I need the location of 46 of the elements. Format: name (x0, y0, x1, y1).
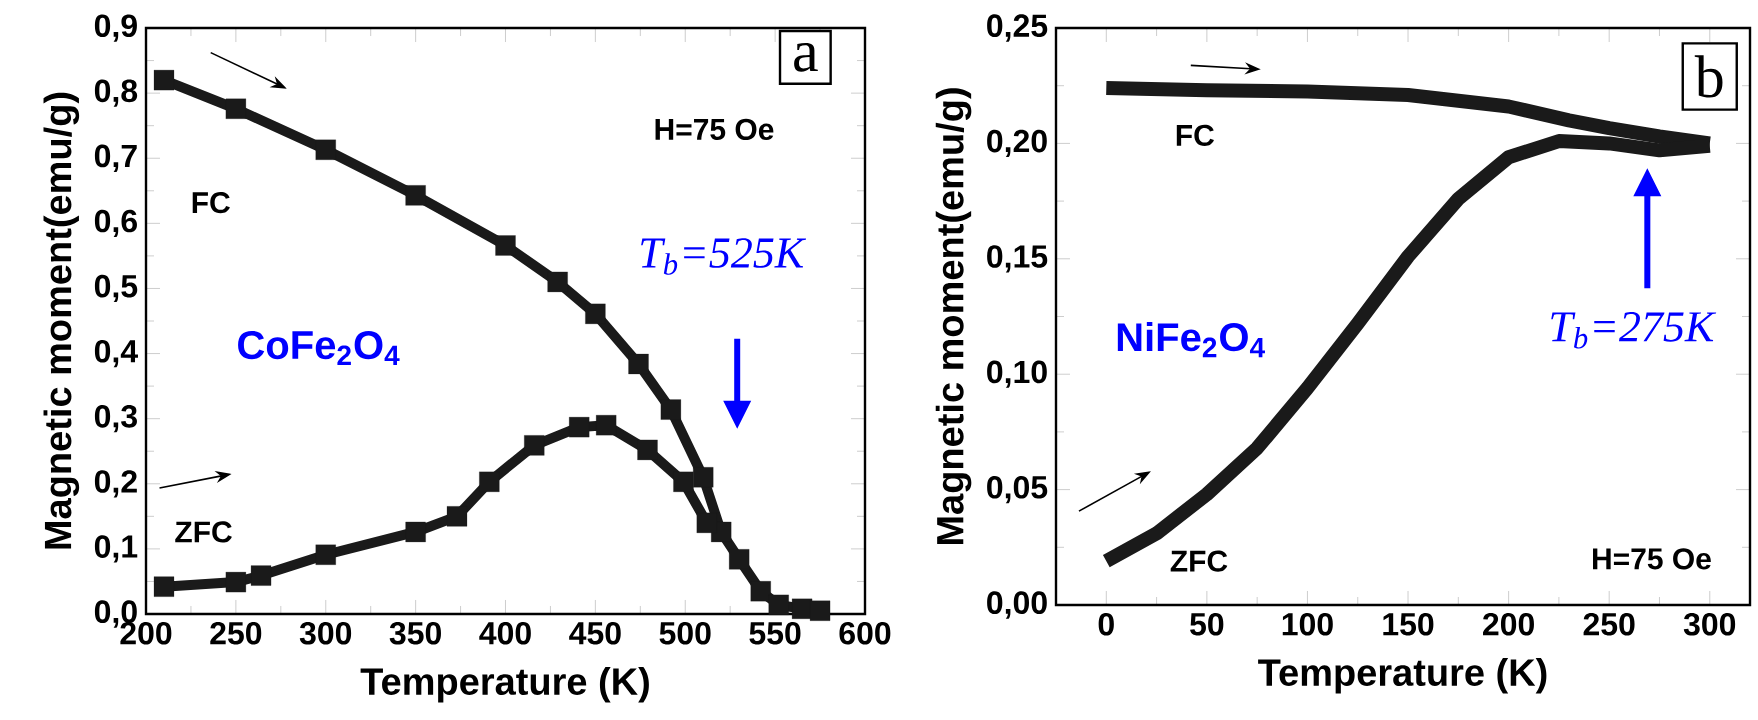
x-tick-label: 600 (839, 621, 891, 645)
x-tick-label: 100 (1282, 612, 1333, 636)
annotation: ZFC (175, 521, 232, 543)
y-tick-label: 0,5 (94, 274, 138, 303)
y-tick-label: 0,4 (94, 339, 138, 368)
x-tick-label: 300 (1683, 612, 1736, 636)
x-tick-label: 300 (299, 621, 352, 645)
y-tick-label: 0,2 (94, 470, 137, 498)
y-axis-title: Magnetic moment(emu/g) (935, 88, 972, 545)
annotation: T$_{b}$=525K (641, 238, 807, 275)
annotation: H=75 Oe (1593, 548, 1711, 570)
annotation: FC (192, 192, 230, 214)
annotation: a (794, 42, 818, 72)
y-tick-label: 0,15 (987, 245, 1048, 273)
annotation: ZFC (1170, 550, 1228, 572)
x-axis-title: Temperature (K) (1258, 658, 1547, 694)
x-tick-label: 50 (1190, 612, 1224, 636)
annotation: NiFe$_{2}$O$_{4}$ (1117, 321, 1265, 358)
x-tick-label: 150 (1383, 612, 1434, 636)
y-tick-label: 0,7 (94, 144, 137, 172)
x-axis-title: Temperature (K) (360, 667, 649, 703)
annotation: b (1694, 55, 1723, 98)
x-tick-label: 450 (569, 621, 621, 645)
y-tick-label: 0,00 (987, 591, 1047, 619)
x-tick-label: 500 (659, 621, 711, 645)
x-tick-label: 400 (479, 621, 531, 645)
y-axis-title: Magnetic moment(emu/g) (43, 92, 80, 549)
annotation: H=75 Oe (655, 118, 774, 141)
x-tick-label: 200 (1483, 612, 1534, 636)
y-tick-label: 0,25 (987, 14, 1048, 42)
annotation: T$_{b}$=275K (1551, 312, 1717, 349)
annotation: FC (1176, 124, 1214, 146)
y-tick-label: 0,1 (94, 535, 138, 563)
y-tick-label: 0,9 (94, 14, 137, 42)
x-tick-label: 0 (1098, 612, 1114, 636)
y-tick-label: 0,10 (987, 360, 1047, 388)
y-tick-label: 0,20 (987, 129, 1047, 158)
y-tick-label: 0,8 (94, 79, 138, 107)
annotation: CoFe$_{2}$O$_{4}$ (238, 330, 400, 366)
y-tick-label: 0,05 (987, 475, 1048, 504)
x-tick-label: 350 (389, 621, 441, 645)
x-tick-label: 550 (749, 621, 801, 645)
y-tick-label: 0,6 (94, 209, 137, 237)
x-tick-label: 250 (210, 621, 262, 645)
y-tick-label: 0,3 (94, 405, 137, 433)
x-tick-label: 250 (1583, 612, 1635, 636)
